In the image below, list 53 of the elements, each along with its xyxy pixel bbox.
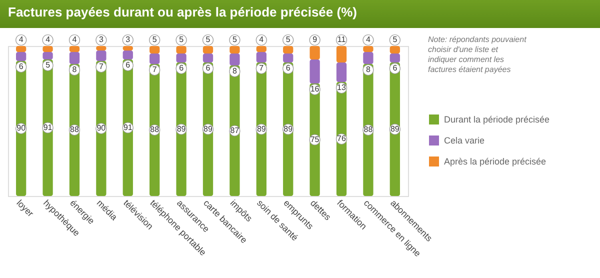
data-label: 8: [366, 65, 371, 74]
data-label: 5: [232, 35, 238, 44]
data-label: 5: [392, 35, 398, 44]
data-label: 91: [43, 122, 53, 132]
data-label: 7: [152, 65, 158, 74]
data-label: 87: [230, 126, 240, 135]
data-label: 90: [16, 124, 26, 132]
data-label: 4: [259, 35, 264, 44]
data-label: 3: [126, 35, 131, 44]
data-label: 89: [284, 124, 294, 134]
bar: [336, 62, 347, 82]
data-label: 4: [46, 35, 51, 44]
legend-label: Après la période précisée: [444, 156, 546, 166]
data-label: 4: [366, 35, 371, 44]
data-label: 89: [176, 124, 186, 134]
data-label: 7: [259, 64, 264, 72]
data-label: 3: [98, 35, 104, 44]
data-label: 88: [364, 125, 374, 134]
data-label: 5: [286, 35, 291, 44]
data-label: 4: [18, 35, 24, 44]
data-label: 89: [256, 124, 266, 134]
data-label: 5: [152, 35, 158, 44]
text: Note: répondants pouvaient choisir d'une liste et indiquer comment les factures étaient payées: [428, 35, 528, 74]
data-label: 5: [206, 35, 211, 44]
data-label: 6: [286, 64, 291, 72]
data-label: 6: [206, 64, 211, 72]
data-label: 91: [123, 122, 133, 132]
data-label: 76: [337, 134, 347, 143]
bar: [310, 60, 320, 84]
data-label: 90: [96, 124, 106, 132]
data-label: 6: [392, 64, 398, 72]
data-label: 11: [337, 35, 346, 44]
data-label: 7: [98, 62, 104, 71]
data-label: 88: [70, 125, 80, 134]
data-label: 13: [337, 83, 347, 92]
data-label: 8: [72, 65, 78, 74]
data-label: 5: [46, 60, 51, 70]
data-label: 89: [204, 124, 213, 134]
data-label: 6: [179, 64, 184, 72]
data-label: 5: [179, 35, 184, 44]
legend-label: Durant la période précisée: [444, 114, 550, 124]
data-label: 4: [72, 35, 78, 44]
chart-title: Factures payées durant ou après la période précisée (%): [8, 4, 357, 20]
data-label: 9: [312, 35, 318, 44]
bar: [336, 46, 347, 62]
data-label: 75: [310, 134, 320, 144]
data-label: 88: [150, 125, 160, 134]
data-label: 89: [390, 124, 400, 134]
data-label: 8: [232, 66, 238, 76]
data-label: 6: [126, 60, 131, 70]
legend-label: Cela varie: [444, 136, 485, 146]
data-label: 6: [18, 62, 24, 71]
data-label: 16: [310, 84, 320, 94]
